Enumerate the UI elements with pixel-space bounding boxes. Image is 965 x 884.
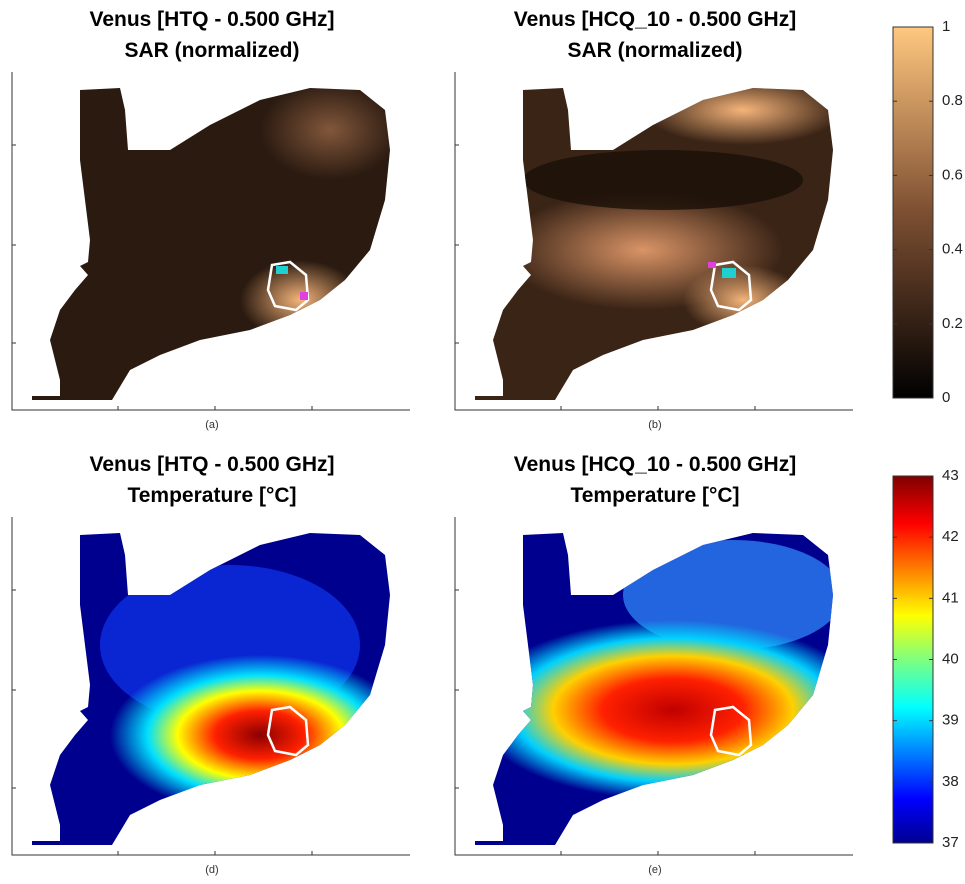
axis-frame [11, 72, 410, 411]
colorbar-tick-label: 39 [942, 712, 959, 729]
colorbar-tick-label: 0.2 [942, 315, 963, 332]
colorbar-tick-label: 0 [942, 389, 950, 406]
tumor-outline [266, 705, 310, 757]
panel-caption: (e) [648, 864, 661, 876]
axes [11, 72, 853, 856]
colorbar-tick-label: 42 [942, 528, 959, 545]
axis-frame [11, 517, 410, 856]
panel-caption: (b) [648, 419, 661, 431]
panel-title: Venus [HCQ_10 - 0.500 GHz] [514, 8, 796, 31]
colorbar-tick-label: 0.8 [942, 92, 963, 109]
panel-caption: (d) [205, 864, 218, 876]
panel-title: Venus [HTQ - 0.500 GHz] [89, 8, 334, 31]
colorbar-tick-label: 0.4 [942, 241, 963, 258]
axis-frame [454, 72, 853, 411]
heatmap [475, 88, 833, 400]
panel-title: Venus [HTQ - 0.500 GHz] [89, 453, 334, 476]
colorbar-tick-label: 38 [942, 773, 959, 790]
colorbar-tick-label: 0.6 [942, 166, 963, 183]
marker [276, 266, 288, 274]
panel-caption: (a) [205, 419, 218, 431]
colorbar-tick-label: 43 [942, 467, 959, 484]
colorbar [892, 26, 934, 399]
heatmap [475, 533, 833, 845]
axis-frame [454, 517, 853, 856]
marker [708, 262, 716, 268]
heatmap [32, 88, 390, 400]
tumor-outline [709, 260, 753, 312]
colorbar [892, 475, 934, 844]
marker [722, 268, 736, 278]
colorbar-tick-label: 41 [942, 589, 959, 606]
colorbar-tick-label: 1 [942, 18, 950, 35]
tumor-outline [266, 260, 310, 312]
tumor-outline [709, 705, 753, 757]
colorbar-tick-label: 40 [942, 650, 959, 667]
marker [300, 292, 308, 300]
panel-title: SAR (normalized) [567, 39, 742, 62]
colorbar-tick-label: 37 [942, 834, 959, 851]
panel-title: SAR (normalized) [124, 39, 299, 62]
heatmap [32, 533, 390, 845]
colorbars: 0 0.2 0.4 0.6 0.8 1 37 38 39 40 41 42 43 [892, 18, 963, 851]
panel-title: Temperature [°C] [127, 484, 296, 507]
panel-title: Temperature [°C] [570, 484, 739, 507]
panel-title: Venus [HCQ_10 - 0.500 GHz] [514, 453, 796, 476]
